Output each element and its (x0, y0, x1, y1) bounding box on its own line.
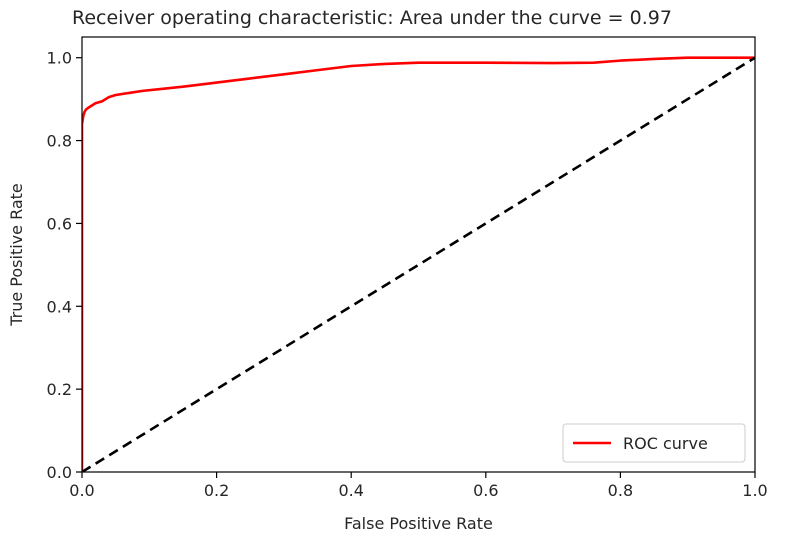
x-tick-label: 1.0 (742, 481, 767, 500)
x-tick-label: 0.6 (473, 481, 498, 500)
y-axis: 0.0 0.2 0.4 0.6 0.8 1.0 (47, 49, 82, 482)
chance-diagonal-line (82, 56, 755, 472)
x-axis: 0.0 0.2 0.4 0.6 0.8 1.0 (69, 472, 768, 500)
y-tick-label: 0.8 (47, 132, 72, 151)
y-tick-label: 0.2 (47, 380, 72, 399)
x-tick-label: 0.0 (69, 481, 94, 500)
x-tick-label: 0.2 (204, 481, 229, 500)
chart-title: Receiver operating characteristic: Area … (72, 7, 672, 29)
y-tick-label: 0.4 (47, 297, 72, 316)
roc-curve-line (82, 56, 755, 472)
legend-label-roc: ROC curve (623, 434, 708, 453)
y-tick-label: 0.0 (47, 463, 72, 482)
x-axis-label: False Positive Rate (344, 514, 493, 533)
x-tick-label: 0.8 (608, 481, 633, 500)
y-tick-label: 0.6 (47, 214, 72, 233)
y-axis-label: True Positive Rate (7, 183, 26, 327)
legend-box (562, 423, 746, 463)
x-tick-label: 0.4 (338, 481, 363, 500)
plot-frame (81, 36, 756, 473)
legend: ROC curve (562, 423, 746, 463)
y-tick-label: 1.0 (47, 49, 72, 68)
